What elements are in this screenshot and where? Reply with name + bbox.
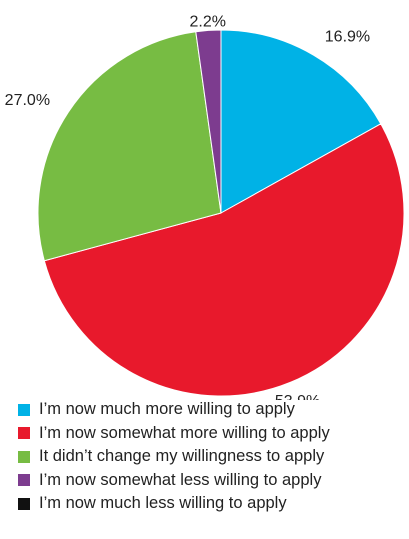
pie-slices [37,29,405,397]
legend-item: I’m now much more willing to apply [18,398,330,422]
legend-item: I’m now much less willing to apply [18,492,330,516]
legend-item: It didn’t change my willingness to apply [18,445,330,469]
legend-swatch [18,497,30,510]
pie-value-labels: 16.9% 53.9% 27.0% 2.2% [5,13,370,400]
legend-swatch [18,403,30,416]
legend-swatch [18,450,30,463]
pie-chart: 16.9% 53.9% 27.0% 2.2% [5,13,405,400]
legend-label: I’m now somewhat more willing to apply [39,423,330,442]
slice-value-label: 2.2% [189,13,225,30]
legend-label: It didn’t change my willingness to apply [39,447,325,466]
legend-swatch [18,427,30,440]
pie-slice [37,31,222,262]
legend-swatch [18,474,30,487]
legend-label: I’m now much more willing to apply [39,400,295,419]
pie-slice [220,29,382,214]
legend-label: I’m now much less willing to apply [39,494,287,513]
slice-value-label: 53.9% [275,393,320,400]
slice-value-label: 27.0% [5,92,50,109]
pie-slice [43,123,405,397]
pie-slice [195,29,222,214]
legend-item: I’m now somewhat more willing to apply [18,422,330,446]
legend-item: I’m now somewhat less willing to apply [18,469,330,493]
slice-value-label: 16.9% [325,28,370,45]
legend: I’m now much more willing to apply I’m n… [18,398,330,516]
legend-label: I’m now somewhat less willing to apply [39,470,322,489]
